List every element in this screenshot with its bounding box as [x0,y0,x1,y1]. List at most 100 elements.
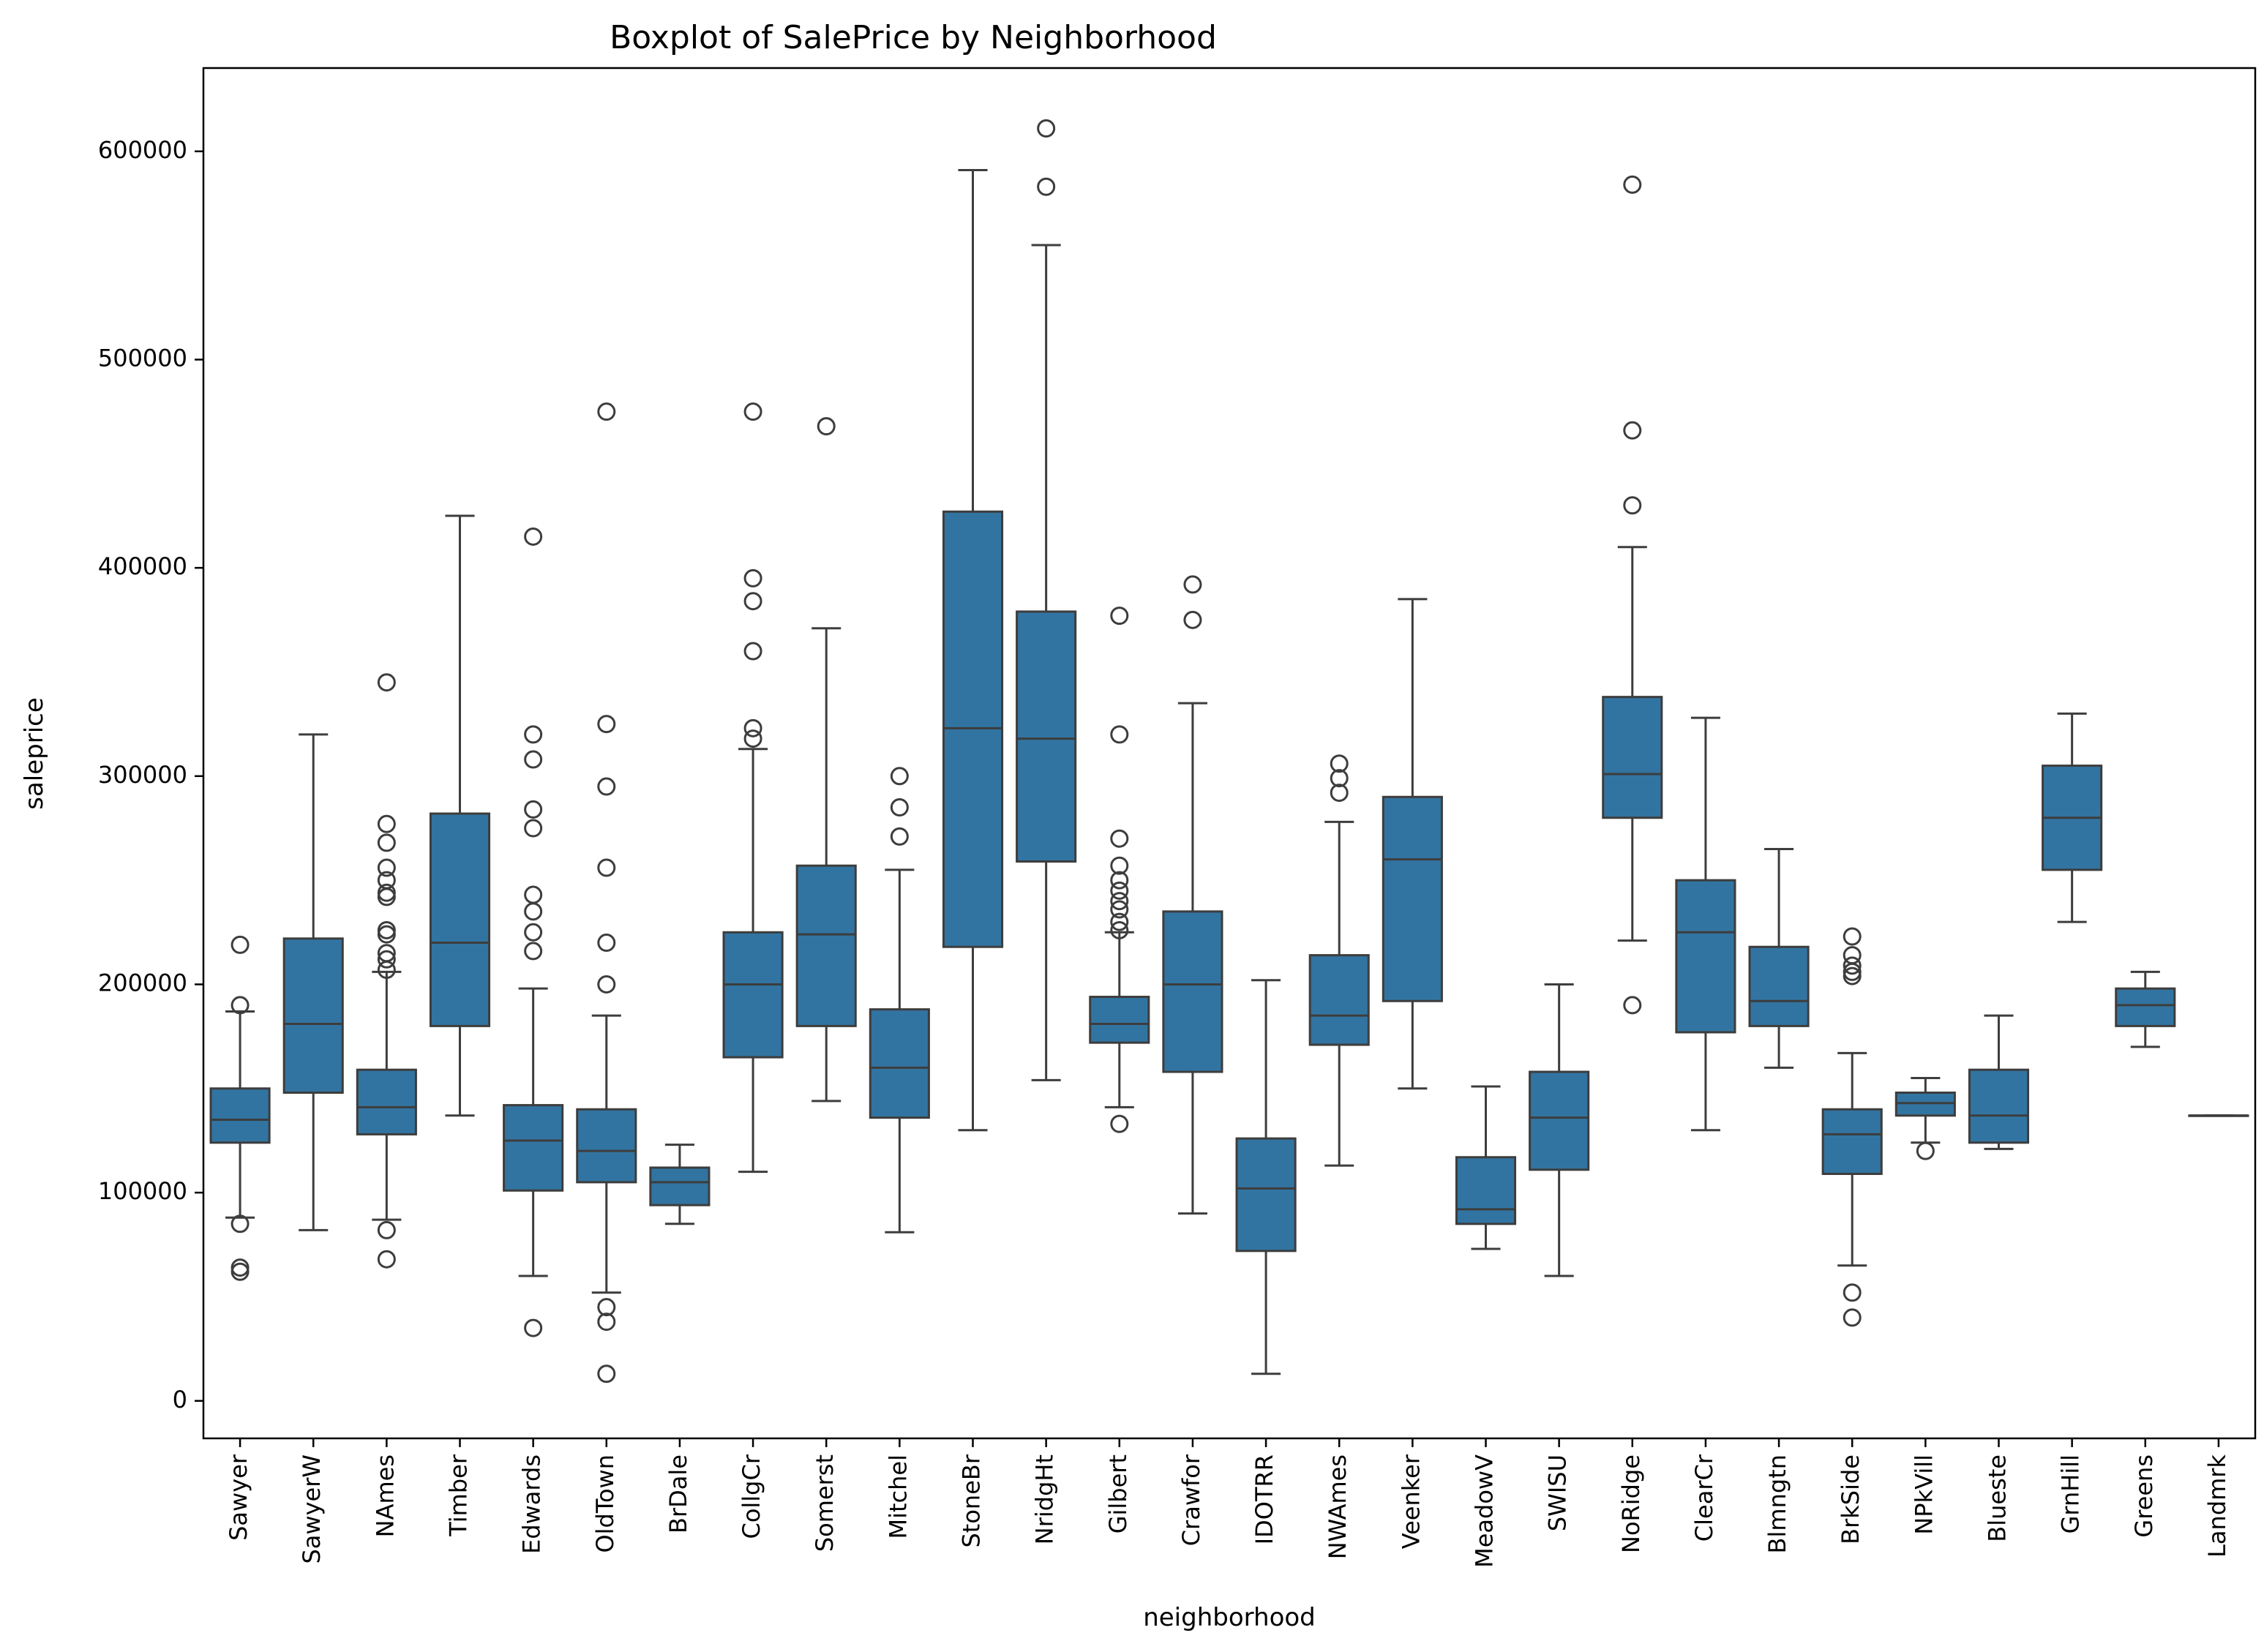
outlier-point [1623,996,1642,1015]
box-OldTown [576,402,637,1383]
y-tick-label: 200000 [98,969,187,996]
box-Edwards [503,527,564,1337]
box-iqr [2115,987,2176,1027]
outlier-point [743,592,762,611]
outlier-point [377,833,396,852]
box-StoneBr [942,168,1004,1132]
x-tick-label: NridgHt [1031,1454,1059,1544]
box-iqr [503,1104,564,1192]
x-tick-label: Blueste [1984,1454,2012,1542]
outlier-point [524,923,543,942]
outlier-point [1110,1114,1129,1133]
outlier-point [597,858,616,877]
outlier-point [230,935,250,954]
outlier-point [524,527,543,546]
outlier-point [1110,920,1129,939]
box-Somerst [795,417,857,1103]
x-axis-ticks: Sawyer SawyerW NAmes Timber Edwards OldTown Br… [225,1438,2231,1568]
box-Blueste [1968,1014,2030,1150]
outlier-point [1183,575,1202,594]
outlier-point [377,1220,396,1239]
box-MeadowV [1455,1085,1517,1250]
x-tick-label: ClearCr [1690,1454,1718,1542]
chart-title: Boxplot of SalePrice by Neighborhood [610,19,1217,56]
outlier-point [377,887,396,906]
box-GrnHill [2042,712,2103,923]
box-iqr [1748,945,1810,1027]
x-tick-label: Timber [445,1454,473,1537]
box-NAmes [356,673,417,1269]
outlier-point [377,673,396,692]
x-tick-label: IDOTRR [1251,1454,1278,1544]
box-iqr [1089,996,1150,1044]
x-tick-label: OldTown [591,1454,619,1553]
outlier-point [1110,871,1129,890]
box-NWAmes [1308,754,1370,1167]
y-tick-label: 600000 [98,136,187,164]
outlier-point [524,942,543,961]
x-tick-label: Gilbert [1104,1454,1132,1533]
outlier-point [890,827,909,846]
box-iqr [209,1087,271,1144]
y-axis-ticks: 0 100000 200000 300000 400000 500000 600000 [98,136,203,1413]
outlier-point [597,1298,616,1317]
outlier-point [524,750,543,769]
box-Sawyer [209,935,271,1281]
outlier-point [743,729,762,748]
outlier-point [817,417,836,436]
outlier-point [1110,892,1129,911]
outlier-point [1843,966,1862,985]
outlier-point [597,715,616,734]
outlier-point [1330,769,1349,788]
box-iqr [1382,795,1443,1002]
box-iqr [1016,610,1077,863]
y-tick-label: 100000 [98,1177,187,1205]
x-tick-label: Sawyer [225,1454,252,1541]
x-tick-label: SawyerW [298,1454,326,1564]
x-tick-label: Edwards [518,1454,546,1554]
outlier-point [524,725,543,744]
x-tick-label: NWAmes [1324,1454,1352,1559]
x-tick-label: StoneBr [958,1454,986,1547]
outlier-point [1843,1308,1862,1327]
outlier-point [1843,956,1862,975]
box-iqr [1235,1137,1297,1253]
outlier-point [1916,1141,1935,1160]
outlier-point [1110,829,1129,848]
outlier-point [230,996,250,1015]
y-axis-label: saleprice [20,697,49,810]
box-iqr [1162,910,1223,1073]
box-Timber [429,514,491,1117]
box-iqr [576,1108,637,1184]
box-iqr [1821,1108,1883,1175]
outlier-point [597,975,616,994]
outlier-point [597,777,616,796]
x-tick-label: NAmes [371,1454,399,1537]
box-NoRidge [1602,175,1663,1015]
box-iqr [1308,954,1370,1046]
outlier-point [377,858,396,877]
outlier-point [524,902,543,921]
box-Greens [2115,970,2176,1048]
outlier-point [890,798,909,817]
box-IDOTRR [1235,979,1297,1375]
outlier-point [1110,900,1129,919]
box-BrDale [649,1144,711,1225]
outlier-point [1330,784,1349,803]
outlier-point [1110,856,1129,875]
outlier-point [377,925,396,944]
x-tick-label: Greens [2130,1454,2158,1538]
x-tick-label: Veenker [1397,1454,1425,1549]
x-tick-label: Blmngtn [1763,1454,1791,1553]
x-tick-label: GrnHill [2057,1454,2085,1533]
x-tick-label: NoRidge [1617,1454,1645,1553]
box-SawyerW [282,733,344,1231]
box-Crawfor [1162,575,1223,1215]
outlier-point [1623,421,1642,440]
box-Mitchel [869,767,930,1234]
box-iqr [282,937,344,1094]
box-iqr [1968,1068,2030,1144]
outlier-point [524,800,543,819]
outlier-point [597,1364,616,1383]
y-tick-label: 400000 [98,552,187,580]
